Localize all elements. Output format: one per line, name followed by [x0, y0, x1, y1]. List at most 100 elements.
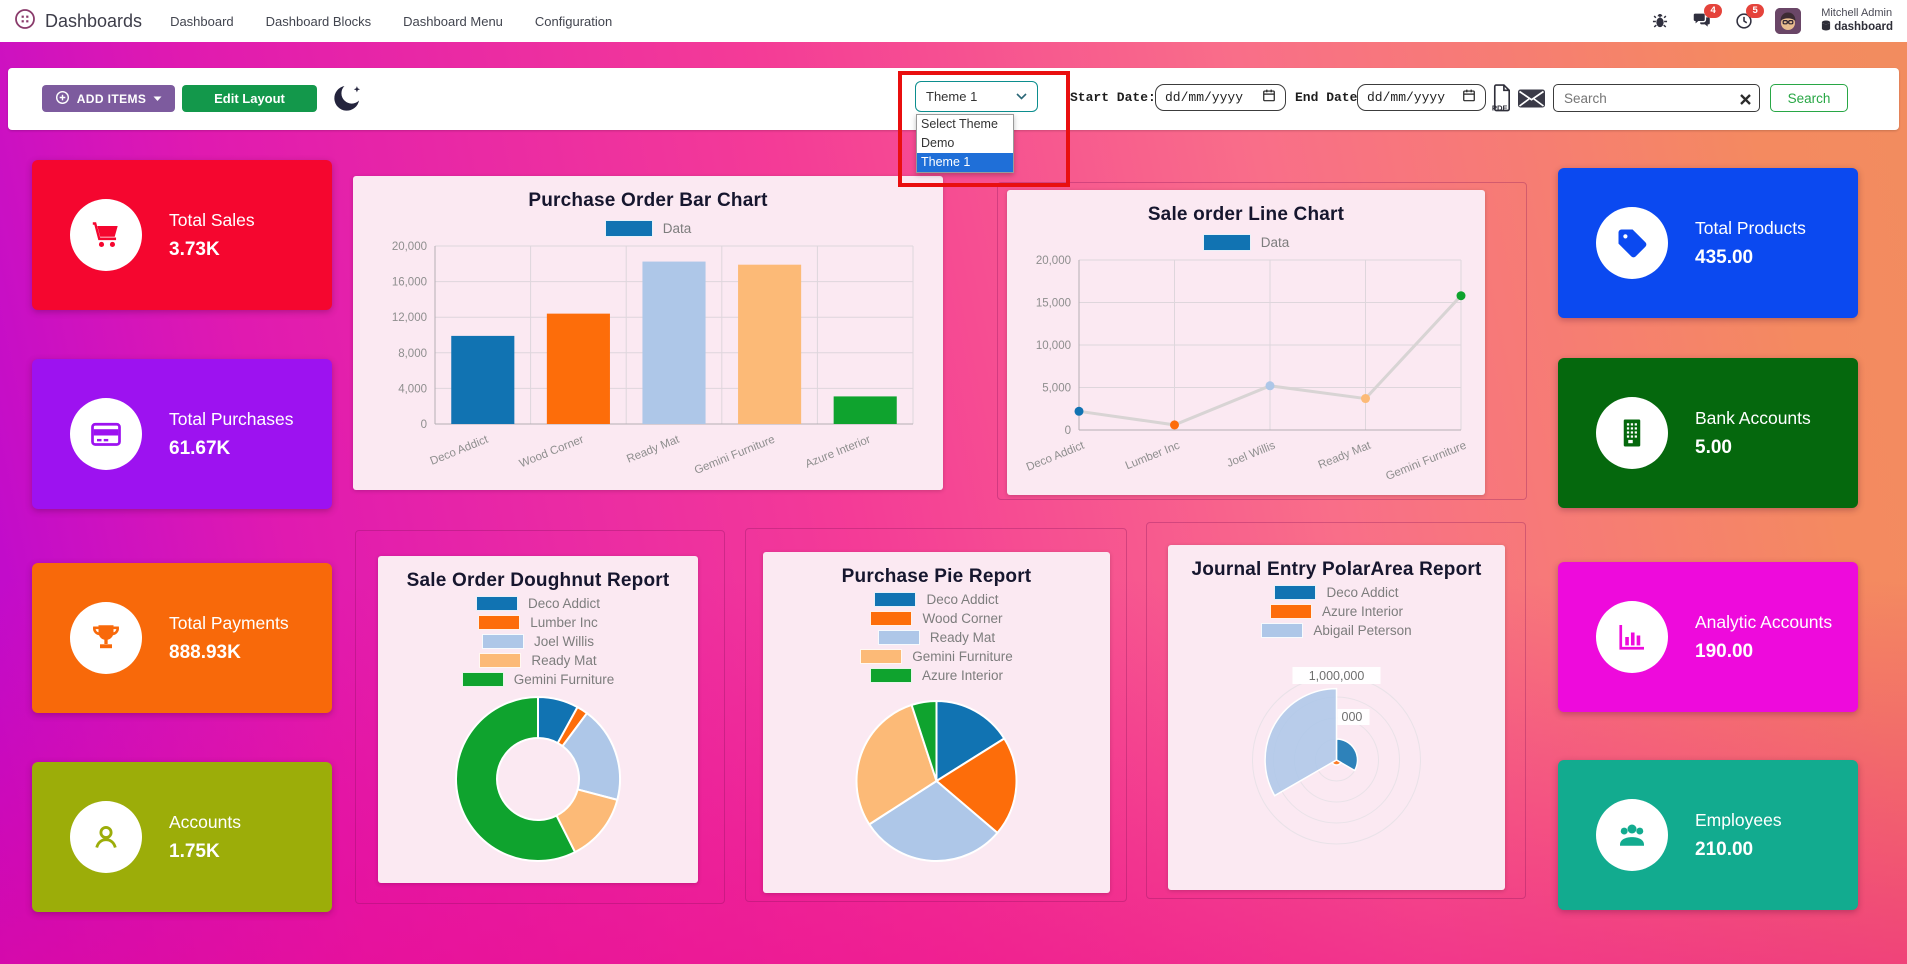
kpi-card-analytic-accounts[interactable]: Analytic Accounts 190.00 — [1558, 562, 1858, 712]
legend-item[interactable]: Ready Mat — [479, 653, 597, 668]
calendar-icon[interactable] — [1462, 88, 1476, 107]
end-date-input[interactable]: dd/mm/yyyy — [1357, 84, 1486, 111]
legend-item[interactable]: Ready Mat — [877, 630, 995, 645]
debug-bug-icon[interactable] — [1649, 10, 1671, 32]
bank-building-icon — [1596, 397, 1668, 469]
start-date-input[interactable]: dd/mm/yyyy — [1155, 84, 1286, 111]
legend-label: Data — [662, 220, 692, 236]
legend-item[interactable]: Data — [1202, 233, 1290, 251]
svg-text:Deco Addict: Deco Addict — [1025, 439, 1087, 473]
user-info[interactable]: Mitchell Admin dashboard — [1821, 7, 1893, 35]
svg-text:15,000: 15,000 — [1036, 298, 1071, 310]
theme-option-demo[interactable]: Demo — [921, 136, 955, 150]
chart-title: Purchase Pie Report — [841, 566, 1032, 587]
legend-item[interactable]: Wood Corner — [870, 611, 1003, 626]
kpi-value: 1.75K — [169, 840, 220, 862]
legend-item[interactable]: Gemini Furniture — [860, 649, 1013, 664]
legend-label: Deco Addict — [1326, 585, 1399, 600]
user-avatar[interactable] — [1775, 7, 1802, 34]
line-chart-plot[interactable]: 0 5,000 10,000 15,000 20,000 Deco Addict Lumbe… — [1009, 254, 1483, 492]
app-brand[interactable]: Dashboards — [14, 8, 142, 35]
kpi-value: 5.00 — [1695, 436, 1732, 458]
clear-search-icon[interactable] — [1740, 92, 1751, 110]
legend-label: Abigail Peterson — [1313, 623, 1412, 638]
user-name: Mitchell Admin — [1821, 7, 1893, 20]
theme-select[interactable]: Theme 1 — [915, 81, 1038, 112]
kpi-label: Employees — [1695, 810, 1782, 831]
theme-option-select-theme[interactable]: Select Theme — [921, 117, 998, 131]
chart-legend: Deco Addict Lumber Inc Joel Willis Ready Ma… — [378, 596, 698, 687]
dashboard-canvas: ADD ITEMS Edit Layout Theme 1 Start Date… — [0, 42, 1907, 964]
svg-text:Gemini Furniture: Gemini Furniture — [693, 434, 777, 477]
send-mail-icon[interactable] — [1517, 88, 1547, 115]
credit-card-icon — [70, 398, 142, 470]
theme-select-value: Theme 1 — [926, 89, 978, 104]
kpi-value: 3.73K — [169, 238, 220, 260]
kpi-label: Total Sales — [169, 210, 255, 231]
doughnut-chart-block — [355, 530, 725, 904]
export-pdf-icon[interactable]: PDF — [1489, 82, 1514, 119]
chevron-down-icon — [1016, 93, 1027, 100]
legend-item[interactable]: Abigail Peterson — [1261, 623, 1412, 638]
add-items-button[interactable]: ADD ITEMS — [42, 85, 175, 112]
svg-text:Ready Mat: Ready Mat — [1317, 439, 1374, 471]
dashboard-toolbar: ADD ITEMS Edit Layout Theme 1 Start Date… — [8, 68, 1899, 130]
legend-label: Deco Addict — [926, 592, 999, 607]
kpi-card-bank-accounts[interactable]: Bank Accounts 5.00 — [1558, 358, 1858, 508]
svg-text:Wood Corner: Wood Corner — [518, 434, 586, 471]
pie-chart-plot[interactable] — [773, 687, 1100, 871]
legend-swatch — [1261, 623, 1304, 638]
search-input[interactable] — [1553, 84, 1760, 112]
legend-swatch — [481, 634, 524, 649]
polararea-chart-block — [1146, 522, 1526, 899]
menu-item-dashboard-menu[interactable]: Dashboard Menu — [403, 13, 503, 29]
kpi-card-total-products[interactable]: Total Products 435.00 — [1558, 168, 1858, 318]
legend-swatch — [1269, 604, 1312, 619]
sale-order-doughnut-card: Sale Order Doughnut Report Deco Addict Lu… — [378, 556, 698, 883]
legend-item[interactable]: Lumber Inc — [478, 615, 598, 630]
svg-text:1,000,000: 1,000,000 — [1309, 669, 1365, 683]
legend-label: Ready Mat — [531, 653, 597, 668]
start-date-label: Start Date: — [1070, 90, 1156, 105]
svg-text:Ready Mat: Ready Mat — [625, 433, 682, 465]
legend-item[interactable]: Azure Interior — [1269, 604, 1404, 619]
pie-chart-block — [745, 528, 1127, 902]
kpi-card-employees[interactable]: Employees 210.00 — [1558, 760, 1858, 910]
edit-layout-button[interactable]: Edit Layout — [182, 85, 317, 112]
legend-label: Data — [1260, 234, 1290, 250]
legend-item[interactable]: Deco Addict — [1274, 585, 1399, 600]
purchase-order-bar-chart-card: Purchase Order Bar Chart Data 0 4,000 8,00… — [353, 176, 943, 490]
kpi-card-accounts[interactable]: Accounts 1.75K — [32, 762, 332, 912]
legend-item[interactable]: Deco Addict — [475, 596, 601, 611]
kpi-card-total-purchases[interactable]: Total Purchases 61.67K — [32, 359, 332, 509]
legend-item[interactable]: Data — [604, 219, 692, 237]
svg-text:0: 0 — [1065, 425, 1071, 437]
legend-item[interactable]: Joel Willis — [481, 634, 594, 649]
legend-item[interactable]: Azure Interior — [869, 668, 1003, 683]
kpi-label: Total Payments — [169, 613, 289, 634]
messages-icon[interactable]: 4 — [1691, 3, 1723, 32]
people-group-icon — [1596, 799, 1668, 871]
kpi-card-total-sales[interactable]: Total Sales 3.73K — [32, 160, 332, 310]
menu-item-configuration[interactable]: Configuration — [534, 13, 613, 29]
legend-label: Wood Corner — [922, 611, 1003, 626]
dark-mode-moon-icon[interactable] — [330, 81, 364, 115]
theme-option-theme-1[interactable]: Theme 1 — [917, 153, 1013, 172]
legend-swatch — [874, 592, 917, 607]
calendar-icon[interactable] — [1262, 88, 1276, 107]
polararea-chart-plot[interactable]: 1,000,000 000 — [1178, 642, 1495, 868]
kpi-card-total-payments[interactable]: Total Payments 888.93K — [32, 563, 332, 713]
legend-label: Azure Interior — [1321, 604, 1404, 619]
menu-item-dashboard[interactable]: Dashboard — [170, 13, 234, 29]
bar-chart-plot[interactable]: 0 4,000 8,000 12,000 16,000 20,000 Deco Addict… — [355, 240, 941, 486]
menu-item-dashboard-blocks[interactable]: Dashboard Blocks — [265, 13, 372, 29]
svg-text:10,000: 10,000 — [1036, 340, 1071, 352]
legend-swatch — [860, 649, 903, 664]
activities-clock-icon[interactable]: 5 — [1733, 3, 1765, 32]
doughnut-chart-plot[interactable] — [388, 691, 688, 863]
search-button[interactable]: Search — [1770, 84, 1848, 112]
legend-item[interactable]: Gemini Furniture — [461, 672, 614, 687]
legend-item[interactable]: Deco Addict — [874, 592, 999, 607]
legend-label: Deco Addict — [527, 596, 601, 611]
legend-swatch — [1274, 585, 1317, 600]
